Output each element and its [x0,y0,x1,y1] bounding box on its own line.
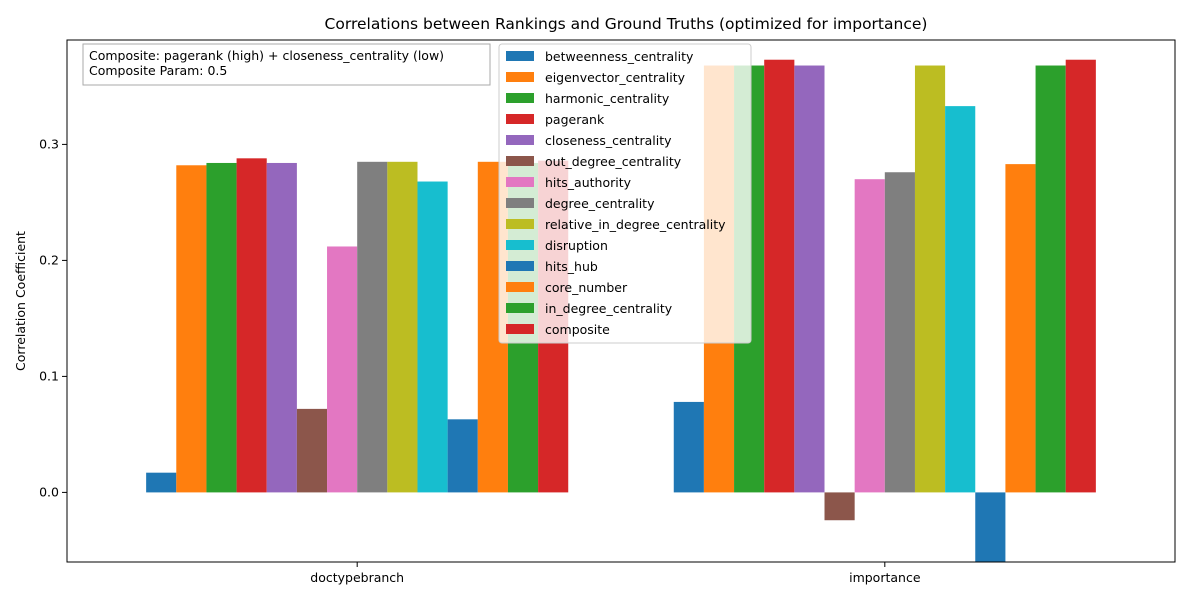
bar-hits_authority-importance [854,179,885,493]
legend-label-composite: composite [545,322,610,337]
legend-swatch-pagerank [506,114,534,124]
bar-betweenness_centrality-importance [673,401,704,493]
legend-swatch-relative_in_degree_centrality [506,219,534,229]
legend-label-betweenness_centrality: betweenness_centrality [545,49,694,64]
legend-swatch-out_degree_centrality [506,156,534,166]
legend-swatch-betweenness_centrality [506,51,534,61]
bar-closeness_centrality-importance [794,65,825,493]
legend-label-hits_hub: hits_hub [545,259,598,274]
legend-label-pagerank: pagerank [545,112,605,127]
legend-label-in_degree_centrality: in_degree_centrality [545,301,673,316]
legend-label-out_degree_centrality: out_degree_centrality [545,154,682,169]
bar-hits_hub-importance [975,492,1006,562]
legend-swatch-disruption [506,240,534,250]
bar-pagerank-importance [764,59,795,493]
legend-swatch-closeness_centrality [506,135,534,145]
bar-closeness_centrality-doctypebranch [266,162,297,493]
x-tick-label: importance [849,570,921,585]
y-axis-label: Correlation Coefficient [13,231,28,371]
bar-harmonic_centrality-doctypebranch [206,162,237,493]
legend-frame [498,43,752,344]
legend-label-relative_in_degree_centrality: relative_in_degree_centrality [545,217,726,232]
bar-disruption-doctypebranch [417,181,448,493]
legend-swatch-in_degree_centrality [506,303,534,313]
legend-swatch-harmonic_centrality [506,93,534,103]
legend-swatch-hits_authority [506,177,534,187]
bar-relative_in_degree_centrality-doctypebranch [387,161,418,493]
bar-disruption-importance [945,106,976,493]
legend-swatch-eigenvector_centrality [506,72,534,82]
legend-label-eigenvector_centrality: eigenvector_centrality [545,70,686,85]
legend-swatch-degree_centrality [506,198,534,208]
bar-betweenness_centrality-doctypebranch [146,472,177,493]
legend-swatch-core_number [506,282,534,292]
chart-title: Correlations between Rankings and Ground… [325,15,928,33]
legend-label-degree_centrality: degree_centrality [545,196,655,211]
legend-label-hits_authority: hits_authority [545,175,632,190]
bar-out_degree_centrality-importance [824,492,855,521]
y-axis: 0.0 0.1 0.2 0.3 [39,136,67,499]
bar-eigenvector_centrality-doctypebranch [176,165,207,493]
annotation-line-2: Composite Param: 0.5 [89,63,227,78]
legend-swatch-hits_hub [506,261,534,271]
legend-label-harmonic_centrality: harmonic_centrality [545,91,670,106]
plot-frame [66,39,1176,563]
bar-core_number-importance [1005,164,1036,493]
bar-hits_hub-doctypebranch [447,419,478,493]
bar-relative_in_degree_centrality-importance [914,65,946,493]
y-tick-label: 0.1 [39,368,59,383]
bar-degree_centrality-importance [884,172,915,493]
y-tick-label: 0.3 [39,136,59,151]
legend: betweenness_centrality eigenvector_centra… [498,43,752,344]
bar-pagerank-doctypebranch [236,158,267,493]
annotation-box: Composite: pagerank (high) + closeness_c… [82,43,491,86]
bar-composite-importance [1065,59,1096,493]
x-axis: doctypebranch importance [310,562,921,585]
bar-out_degree_centrality-doctypebranch [296,408,328,493]
bar-hits_authority-doctypebranch [327,246,358,493]
y-tick-label: 0.2 [39,252,59,267]
bar-in_degree_centrality-importance [1035,65,1066,493]
bar-degree_centrality-doctypebranch [357,161,388,493]
y-tick-label: 0.0 [39,484,59,499]
legend-label-disruption: disruption [545,238,608,253]
legend-label-closeness_centrality: closeness_centrality [545,133,672,148]
annotation-line-1: Composite: pagerank (high) + closeness_c… [89,48,444,63]
legend-swatch-composite [506,324,534,334]
legend-label-core_number: core_number [545,280,628,295]
x-tick-label: doctypebranch [310,570,404,585]
